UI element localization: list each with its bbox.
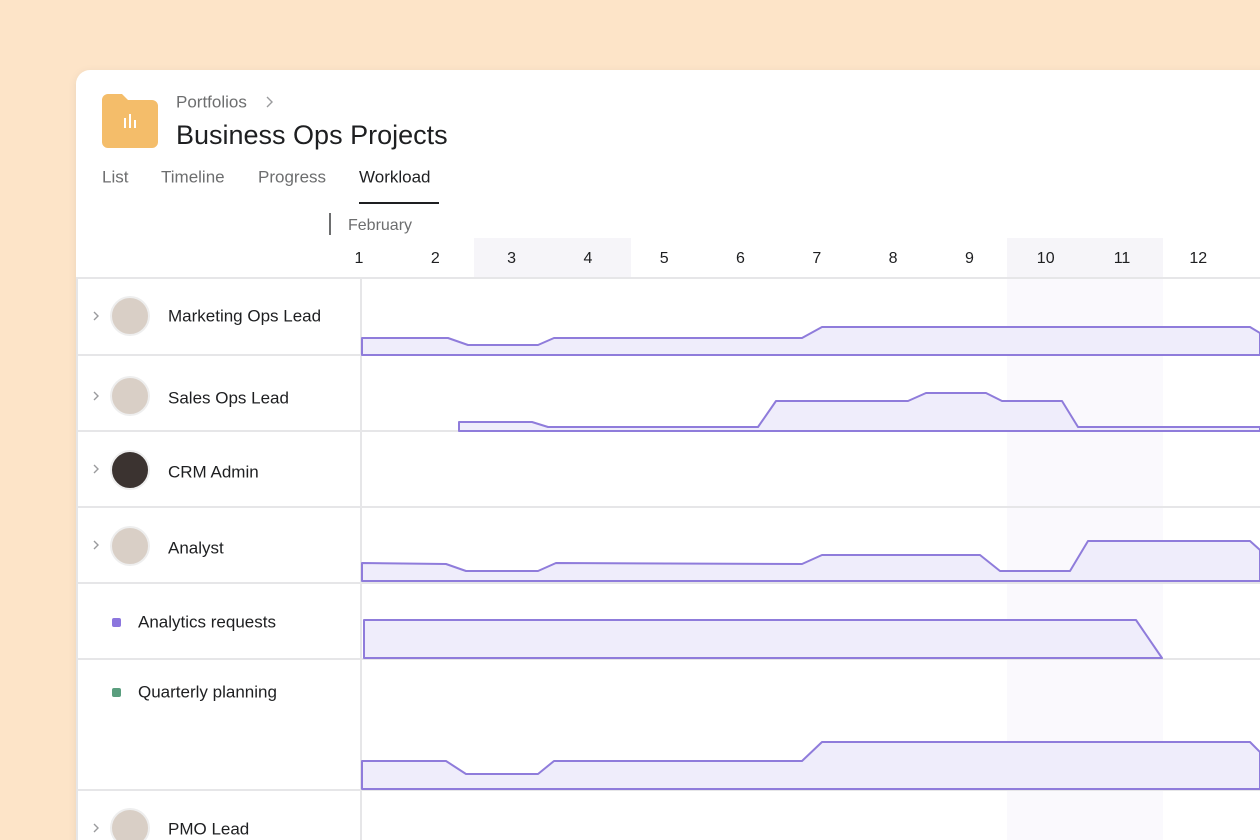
project-marker [112,688,121,697]
row-label: Analyst [168,538,224,557]
row-label: Sales Ops Lead [168,388,289,407]
row-label: Marketing Ops Lead [168,306,321,325]
expand-chevron[interactable] [93,823,99,833]
folder-icon [102,94,158,148]
breadcrumb-chevron [266,96,273,108]
day-label: 3 [507,250,516,267]
tab-active[interactable]: Workload [359,167,431,186]
workload-curve [363,619,1163,659]
day-row: 1 2 3 4 5 6 7 8 9 10 11 12 [355,250,1208,267]
tab[interactable]: Timeline [161,167,225,186]
tab[interactable]: Progress [258,167,326,186]
workload-curve [458,392,1260,432]
row-label: CRM Admin [168,462,259,481]
day-label: 2 [431,250,440,267]
row-label: PMO Lead [168,819,249,838]
avatar [110,450,150,490]
day-label: 9 [965,250,974,267]
day-label: 12 [1189,250,1207,267]
avatar [110,526,150,566]
tab-underline [359,202,439,204]
breadcrumb[interactable]: Portfolios [176,92,247,111]
month-label: February [348,217,412,234]
tab[interactable]: List [102,167,129,186]
page-title: Business Ops Projects [176,120,448,150]
day-label: 5 [660,250,669,267]
expand-chevron[interactable] [93,311,99,321]
row-label: Analytics requests [138,612,276,631]
weekend-shade [1007,238,1163,278]
day-label: 4 [583,250,592,267]
workload-curve [361,326,1260,356]
day-label: 1 [355,250,364,267]
expand-chevron[interactable] [93,464,99,474]
day-label: 8 [889,250,898,267]
avatar [110,808,150,840]
project-marker [112,618,121,627]
day-label: 10 [1037,250,1055,267]
month-marker [329,213,331,235]
expand-chevron[interactable] [93,391,99,401]
weekend-shade [474,238,631,278]
avatar [110,376,150,416]
day-label: 11 [1114,250,1131,267]
workload-curve [361,741,1260,790]
workload-curve [361,540,1260,582]
day-label: 7 [812,250,821,267]
row-label: Quarterly planning [138,682,277,701]
day-label: 6 [736,250,745,267]
expand-chevron[interactable] [93,540,99,550]
avatar [110,296,150,336]
